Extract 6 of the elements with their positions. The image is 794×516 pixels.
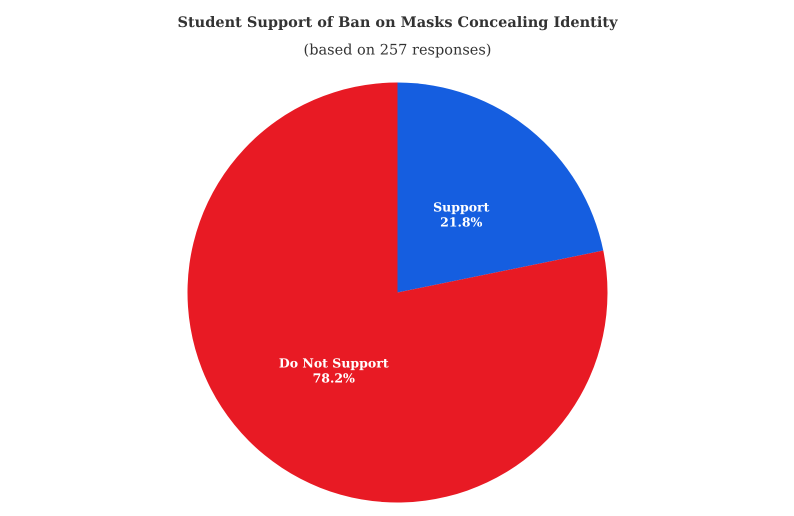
chart-title: Student Support of Ban on Masks Concealing Identity (177, 14, 618, 31)
data-label: 78.2% (312, 370, 356, 386)
data-label: 21.8% (440, 214, 483, 230)
slice-label: Support (433, 199, 490, 214)
chart-subtitle: (based on 257 responses) (304, 42, 492, 58)
slice-label: Do Not Support (278, 356, 389, 371)
